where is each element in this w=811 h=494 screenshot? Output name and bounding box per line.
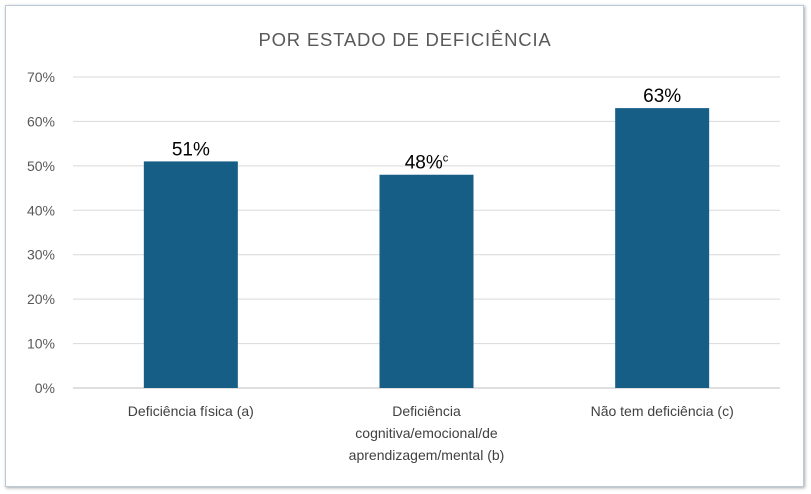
data-label: 51% <box>172 139 210 160</box>
x-category-label: Deficiência <box>392 403 461 419</box>
chart-title: POR ESTADO DE DEFICIÊNCIA <box>258 29 551 50</box>
x-category-label: Deficiência física (a) <box>128 403 254 419</box>
y-tick-label: 30% <box>27 247 55 263</box>
y-tick-label: 10% <box>27 336 55 352</box>
x-category-label: aprendizagem/mental (b) <box>349 447 505 463</box>
x-category-label: cognitiva/emocional/de <box>355 425 498 441</box>
bar <box>379 174 474 388</box>
y-tick-label: 70% <box>27 69 55 85</box>
x-category-label: Não tem deficiência (c) <box>591 403 734 419</box>
y-tick-label: 50% <box>27 158 55 174</box>
bar <box>143 161 238 388</box>
bar <box>615 108 710 388</box>
y-tick-label: 0% <box>35 380 55 396</box>
data-label: 63% <box>643 86 681 107</box>
data-label: 48%c <box>405 153 449 174</box>
y-tick-label: 40% <box>27 202 55 218</box>
y-tick-label: 60% <box>27 113 55 129</box>
y-tick-label: 20% <box>27 291 55 307</box>
